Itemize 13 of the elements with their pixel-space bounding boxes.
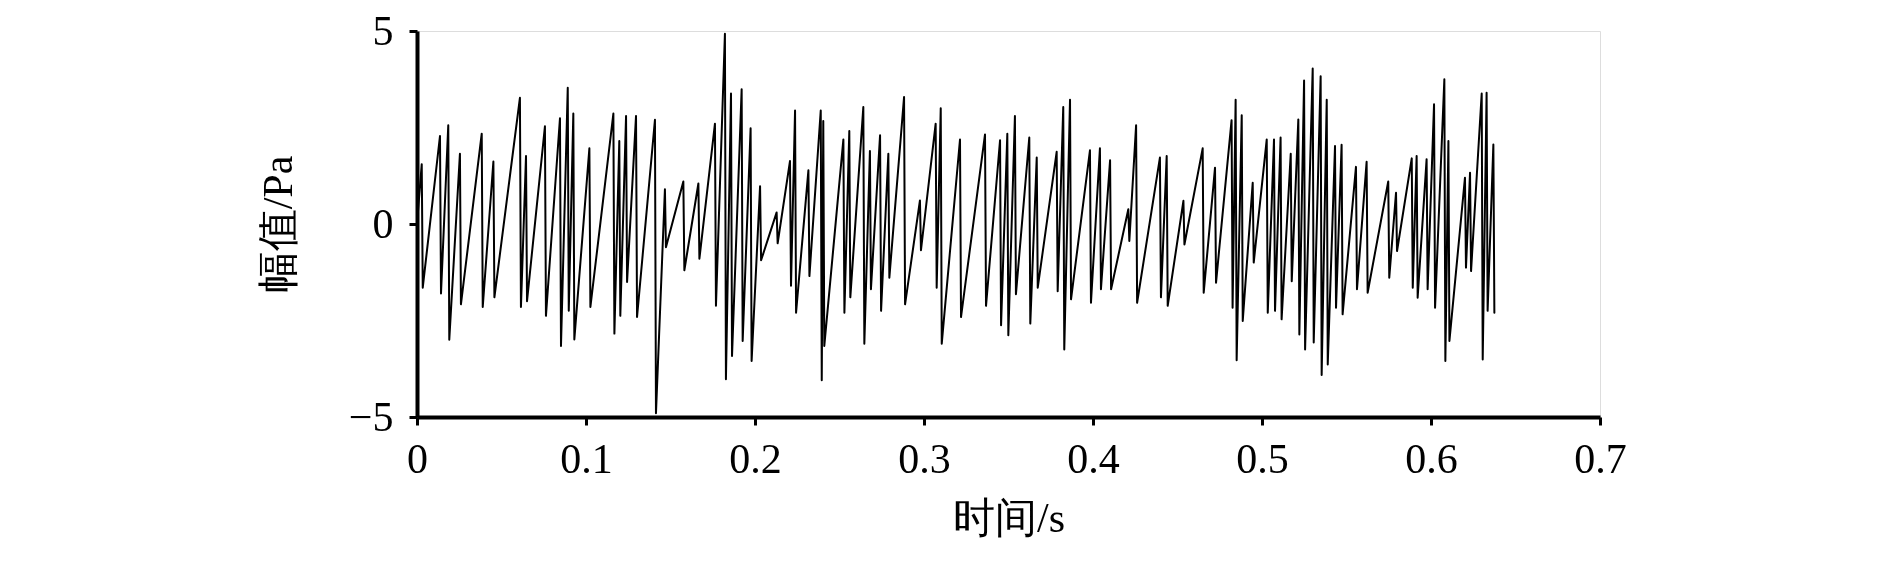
x-tick-label: 0 <box>407 435 428 482</box>
y-tick-label: −5 <box>348 393 394 440</box>
x-tick-label: 0.5 <box>1236 435 1289 482</box>
x-tick-label: 0.1 <box>560 435 613 482</box>
x-tick-label: 0.6 <box>1405 435 1458 482</box>
y-tick-label: 0 <box>372 200 394 247</box>
x-tick-label: 0.2 <box>729 435 782 482</box>
x-axis-title: 时间/s <box>952 494 1066 541</box>
y-axis-title: 幅值/Pa <box>254 155 301 294</box>
x-tick-label: 0.3 <box>898 435 951 482</box>
y-tick-label: 5 <box>372 7 394 54</box>
x-tick-label: 0.4 <box>1067 435 1120 482</box>
x-tick-label: 0.7 <box>1574 435 1627 482</box>
